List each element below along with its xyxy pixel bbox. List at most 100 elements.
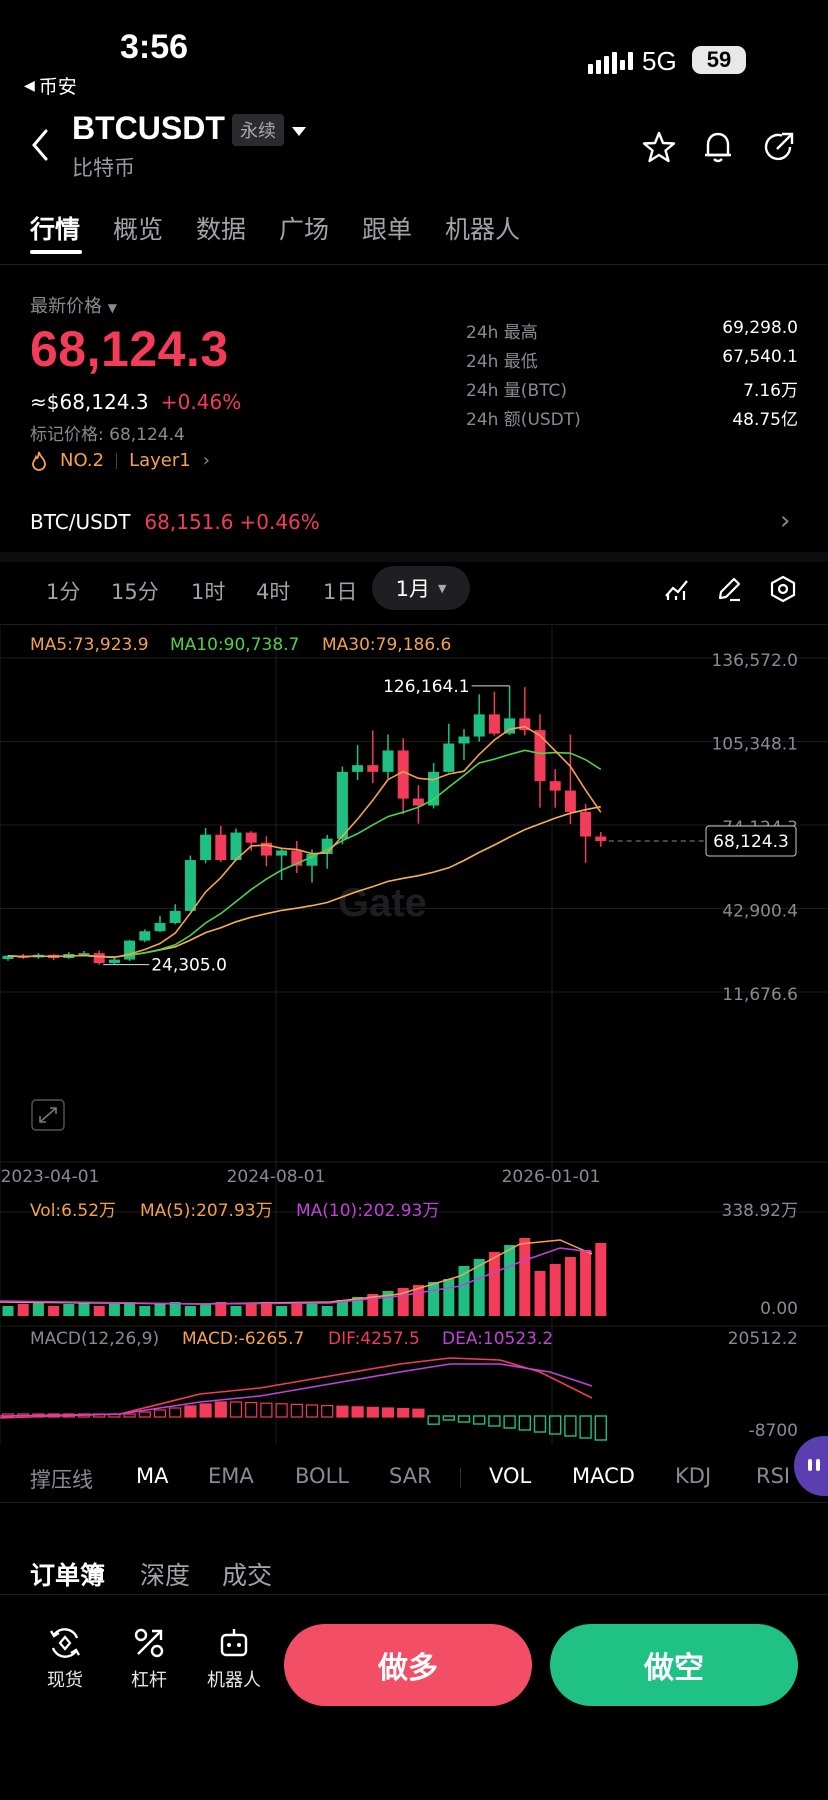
macd-histogram-bar xyxy=(579,1415,592,1439)
candle-body xyxy=(184,860,196,911)
macd-histogram-bar xyxy=(473,1415,486,1425)
share-icon[interactable] xyxy=(762,130,796,168)
time-axis-label: 2026-01-01 xyxy=(502,1167,601,1187)
ma10-line xyxy=(7,749,602,958)
indicator-icon[interactable] xyxy=(664,576,690,606)
interval-1m[interactable]: 1分 xyxy=(46,580,81,604)
macd-legend-item: MACD:-6265.7 xyxy=(182,1329,304,1349)
volume-bar xyxy=(32,1302,44,1316)
symbol-title[interactable]: BTCUSDT xyxy=(72,110,225,146)
volume-bar xyxy=(382,1291,394,1316)
candle-body xyxy=(2,955,14,960)
favorite-star-icon[interactable] xyxy=(642,130,676,168)
volume-bar xyxy=(443,1279,455,1316)
spot-pair-price: 68,151.6 xyxy=(144,510,234,534)
macd-histogram-bar xyxy=(351,1406,364,1418)
tab-bots[interactable]: 机器人 xyxy=(445,215,521,244)
volume-bar xyxy=(504,1245,516,1316)
candle-body xyxy=(580,811,592,837)
indicator-sar[interactable]: SAR xyxy=(389,1464,432,1488)
macd-axis-label: -8700 xyxy=(749,1421,798,1441)
macd-legend-item: DEA:10523.2 xyxy=(442,1329,553,1349)
macd-histogram-bar xyxy=(336,1405,349,1418)
chevron-right-icon[interactable]: › xyxy=(780,506,791,536)
spot-nav-button[interactable]: 现货 xyxy=(34,1626,96,1692)
interval-4h[interactable]: 4时 xyxy=(256,580,291,604)
last-price: 68,124.3 xyxy=(30,321,229,377)
macd-histogram-bar xyxy=(245,1401,258,1418)
back-to-app-link[interactable]: ◀ 币安 xyxy=(24,72,77,99)
volume-bar xyxy=(184,1306,196,1316)
back-app-label: 币安 xyxy=(38,76,77,98)
tab-square[interactable]: 广场 xyxy=(279,215,330,244)
chevron-left-icon xyxy=(32,129,48,161)
ma-legend-item: MA5:73,923.9 xyxy=(30,635,149,655)
candle-body xyxy=(291,850,303,866)
interval-15m[interactable]: 15分 xyxy=(111,580,159,604)
rank-tag: NO.2 xyxy=(60,450,105,471)
indicator-kdj[interactable]: KDJ xyxy=(675,1464,712,1488)
chevron-right-icon: › xyxy=(202,450,210,471)
settings-hexagon-icon[interactable] xyxy=(769,575,797,607)
indicator-macd[interactable]: MACD xyxy=(572,1464,635,1488)
high-price-label: 126,164.1 xyxy=(383,677,470,697)
macd-histogram-bar xyxy=(397,1407,410,1418)
signal-icon xyxy=(588,48,636,74)
macd-histogram-bar xyxy=(594,1415,607,1441)
symbol-dropdown-icon[interactable] xyxy=(292,122,306,141)
candle-body xyxy=(169,910,181,923)
indicator-rsi[interactable]: RSI xyxy=(756,1464,791,1488)
candle-body xyxy=(200,834,212,861)
robot-nav-button[interactable]: 机器人 xyxy=(202,1626,266,1692)
tab-depth[interactable]: 深度 xyxy=(140,1561,191,1590)
caret-down-icon: ▼ xyxy=(437,581,447,595)
tab-trades[interactable]: 成交 xyxy=(222,1561,273,1590)
alert-bell-icon[interactable] xyxy=(702,130,734,168)
volume-bar xyxy=(276,1306,288,1316)
category-tag: Layer1 xyxy=(129,450,191,471)
volume-bar xyxy=(260,1302,272,1316)
tab-copy-trading[interactable]: 跟单 xyxy=(362,215,413,244)
kline-chart[interactable]: Gate136,572.0105,348.174,124.342,900.411… xyxy=(0,626,828,1444)
spot-label: 现货 xyxy=(47,1670,83,1691)
macd-histogram-bar xyxy=(518,1415,531,1431)
interval-1mo-selector[interactable]: 1月 ▼ xyxy=(372,566,470,610)
battery-indicator: 59 xyxy=(692,46,746,74)
tab-data[interactable]: 数据 xyxy=(196,215,247,244)
indicator-ma[interactable]: MA xyxy=(136,1464,169,1488)
macd-histogram-bar xyxy=(153,1409,167,1418)
coin-tags[interactable]: NO.2 Layer1 › xyxy=(30,450,210,471)
indicator-support-resistance[interactable]: 撑压线 xyxy=(30,1468,93,1492)
gate-watermark: Gate xyxy=(338,881,427,925)
indicator-boll[interactable]: BOLL xyxy=(295,1464,349,1488)
open-long-button[interactable]: 做多 xyxy=(284,1624,532,1706)
interval-1h[interactable]: 1时 xyxy=(191,580,226,604)
indicator-ema[interactable]: EMA xyxy=(208,1464,254,1488)
spot-pair-row[interactable]: BTC/USDT 68,151.6 +0.46% xyxy=(30,510,320,534)
indicator-divider xyxy=(460,1468,461,1488)
tab-order-book[interactable]: 订单簿 xyxy=(30,1561,106,1590)
back-button[interactable] xyxy=(30,128,50,166)
margin-nav-button[interactable]: 杠杆 xyxy=(118,1626,180,1692)
volume-bar xyxy=(534,1271,546,1316)
macd-histogram-bar xyxy=(229,1401,243,1418)
volume-bar xyxy=(215,1302,227,1316)
volume-bar xyxy=(488,1252,500,1316)
ma30-line xyxy=(7,805,601,958)
volume-bar xyxy=(139,1306,151,1316)
volume-bar xyxy=(580,1250,592,1316)
candle-body xyxy=(534,730,546,782)
indicator-vol[interactable]: VOL xyxy=(489,1464,532,1488)
volume-bar xyxy=(245,1304,257,1316)
volume-bar xyxy=(306,1302,318,1316)
macd-histogram-bar xyxy=(260,1402,273,1418)
stat-volume-usdt: 24h 额(USDT) 48.75亿 xyxy=(466,410,798,430)
open-short-button[interactable]: 做空 xyxy=(550,1624,798,1706)
tab-market[interactable]: 行情 xyxy=(30,215,81,244)
volume-bar xyxy=(48,1306,60,1316)
last-price-label[interactable]: 最新价格 ▼ xyxy=(30,296,117,317)
draw-pencil-icon[interactable] xyxy=(716,576,742,606)
status-time: 3:56 xyxy=(120,28,189,66)
interval-1d[interactable]: 1日 xyxy=(323,580,358,604)
tab-overview[interactable]: 概览 xyxy=(113,215,164,244)
